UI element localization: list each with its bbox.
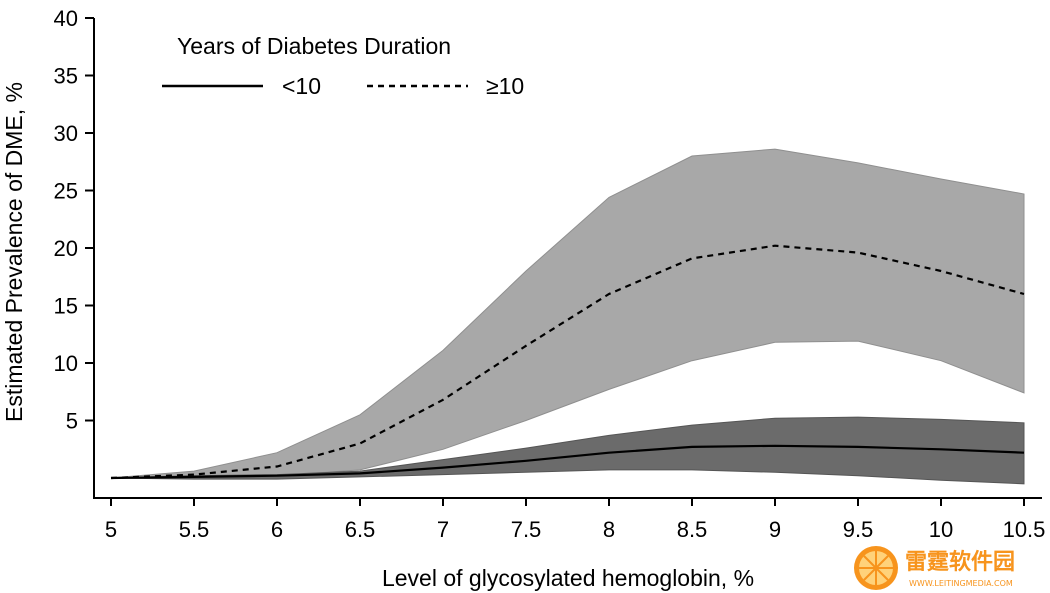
x-tick-label: 6 xyxy=(271,517,283,542)
watermark: 雷霆软件园 WWW.LEITINGMEDIA.COM xyxy=(854,546,1015,590)
x-ticks: 5 5.5 6 6.5 7 7.5 8 8.5 9 9.5 10 10.5 xyxy=(105,498,1046,542)
x-tick-label: 9 xyxy=(769,517,781,542)
series-lines xyxy=(110,244,1025,480)
watermark-url: WWW.LEITINGMEDIA.COM xyxy=(909,579,1013,588)
confidence-band-series-1 xyxy=(110,416,1025,485)
y-tick-label: 30 xyxy=(54,121,78,146)
series-line-1 xyxy=(110,444,1025,480)
x-tick-label: 5 xyxy=(105,517,117,542)
x-axis-title: Level of glycosylated hemoglobin, % xyxy=(382,565,754,591)
y-tick-label: 25 xyxy=(54,179,78,204)
x-tick-label: 6.5 xyxy=(345,517,376,542)
watermark-brand: 雷霆软件园 xyxy=(905,549,1015,575)
legend-label-series-1: <10 xyxy=(282,73,321,99)
confidence-bands xyxy=(110,148,1025,485)
legend-title: Years of Diabetes Duration xyxy=(177,33,451,59)
y-tick-label: 5 xyxy=(66,409,78,434)
x-tick-label: 7 xyxy=(437,517,449,542)
x-tick-label: 7.5 xyxy=(511,517,542,542)
series-line-2 xyxy=(110,244,1025,480)
y-tick-label: 15 xyxy=(54,294,78,319)
legend-label-series-2: ≥10 xyxy=(486,73,524,99)
y-tick-label: 40 xyxy=(54,6,78,31)
y-axis-title: Estimated Prevalence of DME, % xyxy=(1,82,27,422)
x-tick-label: 9.5 xyxy=(843,517,874,542)
y-ticks: 5 10 15 20 25 30 35 40 xyxy=(54,6,94,434)
x-tick-label: 8 xyxy=(603,517,615,542)
x-tick-label: 8.5 xyxy=(677,517,708,542)
legend: Years of Diabetes Duration <10 ≥10 xyxy=(162,33,524,99)
y-tick-label: 20 xyxy=(54,236,78,261)
axes xyxy=(93,18,1042,499)
x-tick-label: 10.5 xyxy=(1003,517,1046,542)
y-tick-label: 35 xyxy=(54,64,78,89)
orange-slice-logo-icon xyxy=(854,546,898,590)
x-tick-label: 10 xyxy=(929,517,953,542)
x-tick-label: 5.5 xyxy=(179,517,210,542)
y-tick-label: 10 xyxy=(54,351,78,376)
